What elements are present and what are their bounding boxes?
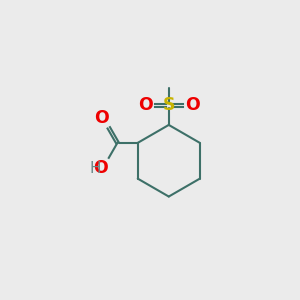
- Text: O: O: [94, 159, 108, 177]
- Text: O: O: [94, 109, 109, 127]
- Text: O: O: [138, 96, 153, 114]
- Text: S: S: [163, 96, 175, 114]
- Text: H: H: [90, 160, 101, 175]
- Text: O: O: [185, 96, 200, 114]
